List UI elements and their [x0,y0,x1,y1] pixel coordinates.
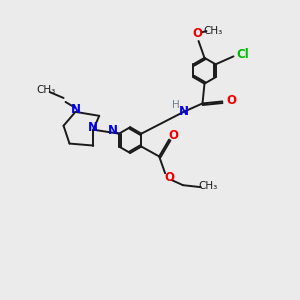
Text: O: O [226,94,236,107]
Text: O: O [193,27,202,40]
Text: Cl: Cl [236,48,249,61]
Text: CH₃: CH₃ [204,26,223,36]
Text: N: N [179,105,189,118]
Text: CH₃: CH₃ [36,85,55,95]
Text: H: H [172,100,180,110]
Text: CH₃: CH₃ [198,181,217,191]
Text: N: N [108,124,118,137]
Text: N: N [70,103,80,116]
Text: O: O [164,171,174,184]
Text: N: N [88,121,98,134]
Text: O: O [168,129,178,142]
